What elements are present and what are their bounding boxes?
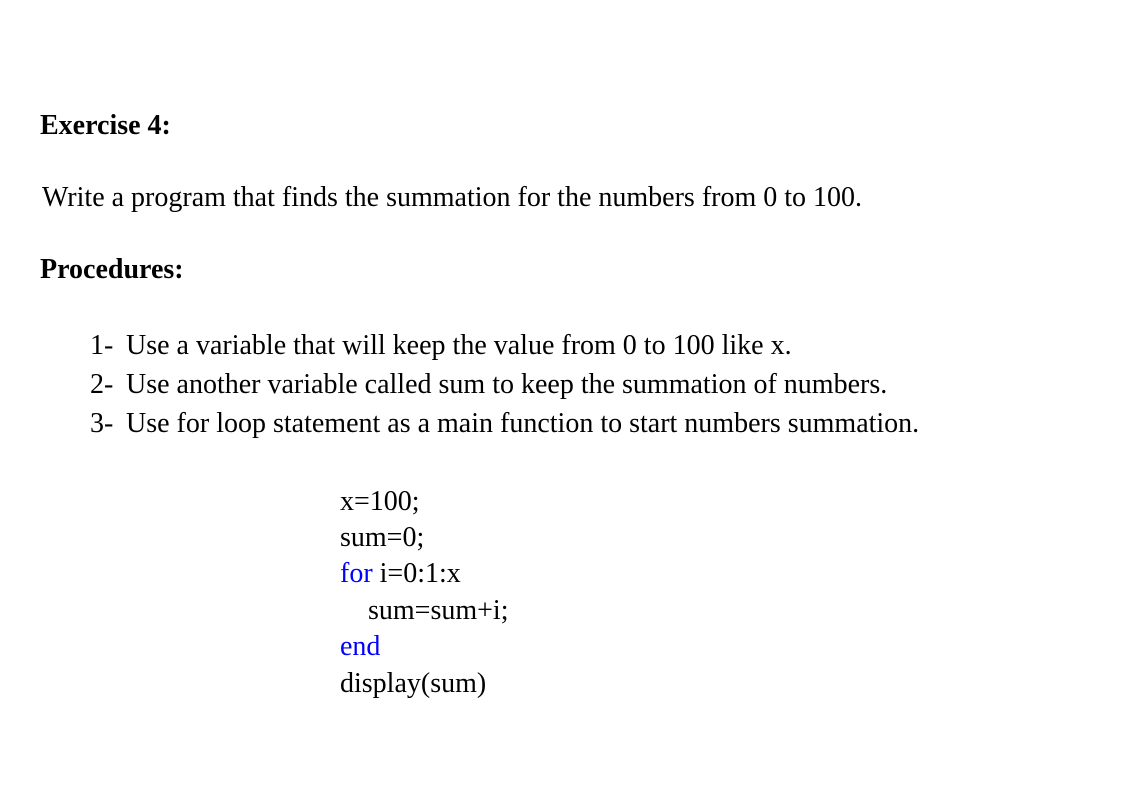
procedure-text: Use for loop statement as a main functio…: [126, 408, 919, 439]
code-block: x=100;sum=0;for i=0:1:x sum=sum+i;enddis…: [40, 484, 1085, 702]
procedure-number: 2-: [90, 365, 126, 404]
code-text: x=100;: [340, 486, 420, 517]
procedure-number: 3-: [90, 404, 126, 443]
code-line: display(sum): [340, 666, 1085, 702]
procedure-item: 2-Use another variable called sum to kee…: [90, 365, 1085, 404]
code-keyword: for: [340, 558, 373, 589]
code-line: sum=0;: [340, 520, 1085, 556]
code-line: for i=0:1:x: [340, 556, 1085, 592]
procedure-item: 3-Use for loop statement as a main funct…: [90, 404, 1085, 443]
procedure-text: Use a variable that will keep the value …: [126, 330, 792, 361]
code-line: end: [340, 629, 1085, 665]
code-line: sum=sum+i;: [340, 593, 1085, 629]
code-line: x=100;: [340, 484, 1085, 520]
procedures-heading: Procedures:: [40, 254, 1085, 286]
exercise-description: Write a program that finds the summation…: [40, 182, 1085, 214]
procedures-list: 1-Use a variable that will keep the valu…: [40, 326, 1085, 444]
exercise-title: Exercise 4:: [40, 110, 1085, 142]
code-text: sum=0;: [340, 522, 424, 553]
code-text: display(sum): [340, 668, 486, 699]
code-keyword: end: [340, 631, 380, 662]
procedure-number: 1-: [90, 326, 126, 365]
procedure-item: 1-Use a variable that will keep the valu…: [90, 326, 1085, 365]
code-text: i=0:1:x: [373, 558, 461, 589]
code-text: sum=sum+i;: [340, 595, 509, 626]
procedure-text: Use another variable called sum to keep …: [126, 369, 887, 400]
